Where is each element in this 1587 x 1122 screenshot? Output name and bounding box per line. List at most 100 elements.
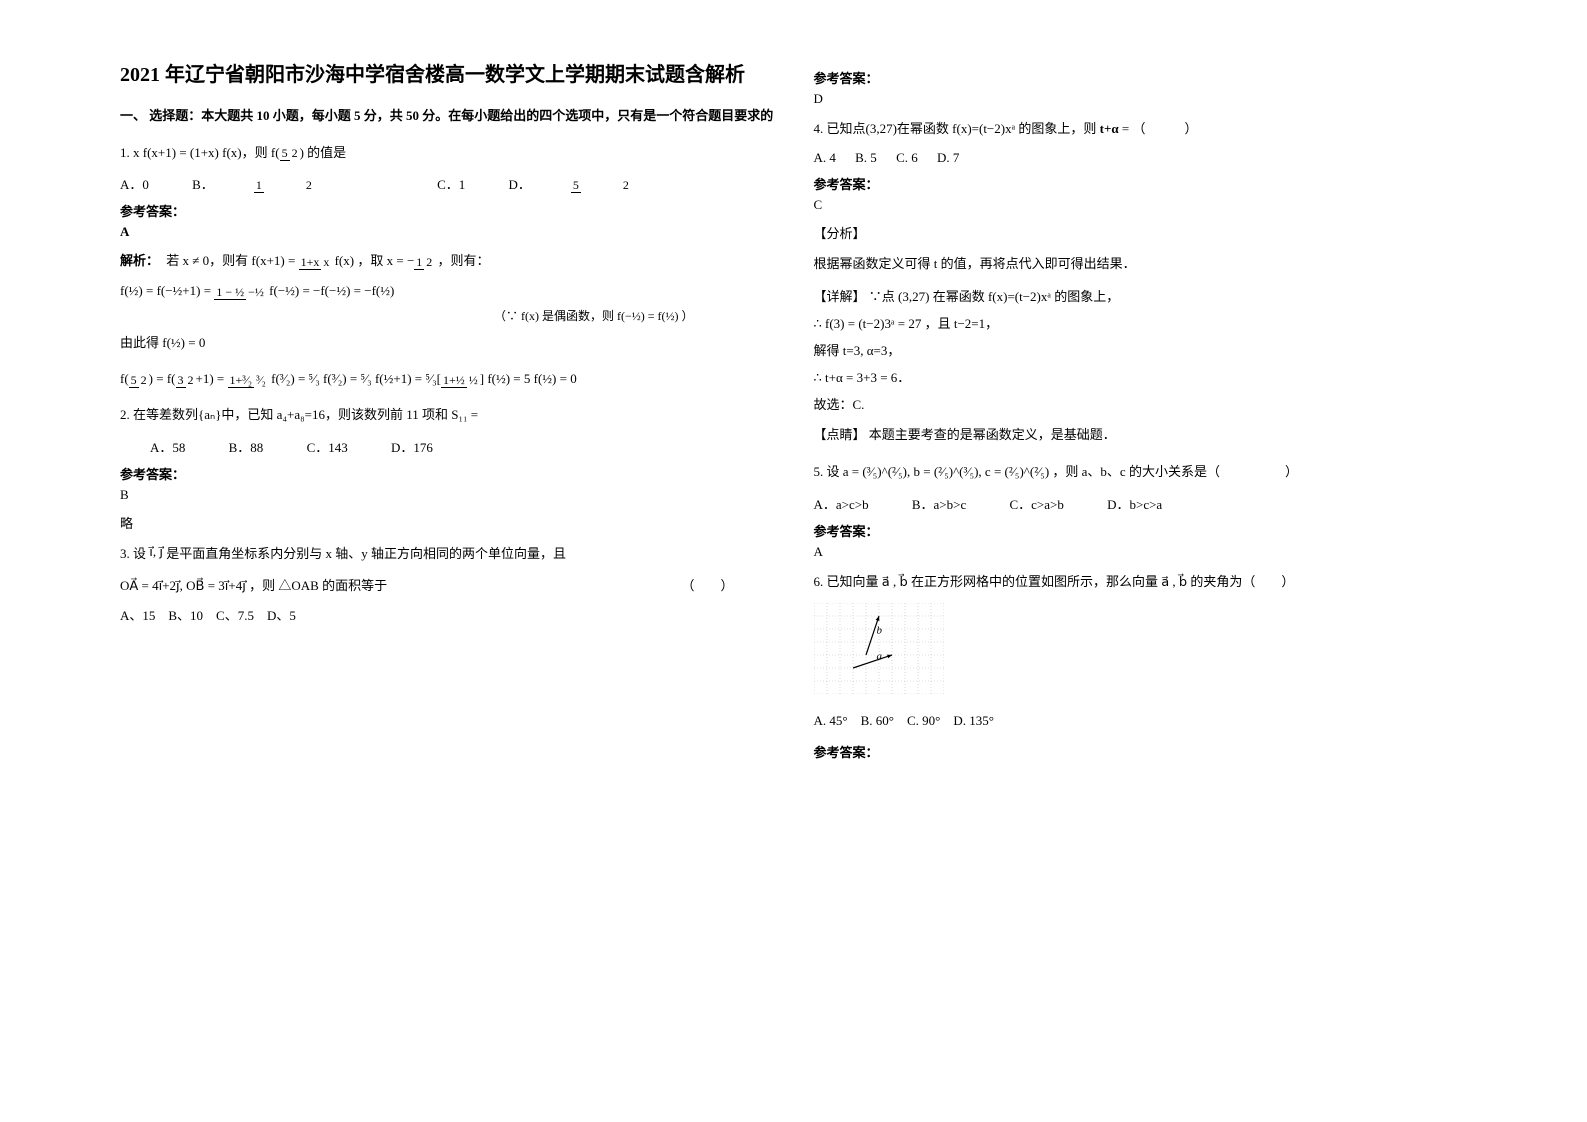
q1-answer: A <box>120 224 774 240</box>
hint-tag: 【点睛】 <box>814 427 866 442</box>
q4-ta: t+α <box>1100 121 1119 136</box>
frac-den: 2 <box>139 373 149 387</box>
d-text: (3,27) <box>898 289 929 304</box>
frac-num: 1+³⁄₂ <box>228 373 255 388</box>
q1-opt-a: A．0 <box>120 174 149 193</box>
q4-text: = （ ） <box>1122 121 1198 136</box>
exp-text: f(x+1) = <box>251 253 298 268</box>
frac-num: 1 <box>414 255 424 270</box>
q4-d4: ∴ t+α = 3+3 = 6． <box>814 367 1468 386</box>
exp-text: ，取 <box>357 253 383 268</box>
q4-analysis: 根据幂函数定义可得 t 的值，再将点代入即可得出结果． <box>814 252 1468 275</box>
q5-eq: a = (³⁄₅)^(²⁄₅), b = (²⁄₅)^(³⁄₅), c = (²… <box>843 464 1049 479</box>
q5-opt-a: A．a>c>b <box>814 494 869 513</box>
frac-num: 1+x <box>299 255 322 270</box>
q1-exp-2: f(½) = f(−½+1) = 1 − ½−½ f(−½) = −f(−½) … <box>120 283 774 299</box>
q1-f52: f(52) <box>271 145 304 160</box>
q5-text: ，则 a、b、c 的大小关系是（ ） <box>1052 464 1298 479</box>
q5-text: 5. 设 <box>814 464 840 479</box>
frac-num: 1+½ <box>441 373 467 388</box>
q1-options: A．0 B．12 C．1 D．52 <box>120 174 774 193</box>
exp-text: f(½) = f(−½+1) = <box>120 283 214 298</box>
q3-eq-line: OA⃗ = 4i⃗+2j⃗, OB⃗ = 3i⃗+4j⃗ ，则 △OAB 的面积… <box>120 575 774 594</box>
svg-text:a: a <box>876 650 882 662</box>
q2-opt-b: B．88 <box>229 437 264 456</box>
frac-den: −½ <box>246 285 266 299</box>
d-text: f(x)=(t−2)xᵃ <box>988 289 1051 304</box>
svg-text:b: b <box>876 624 882 636</box>
page-title: 2021 年辽宁省朝阳市沙海中学宿舍楼高一数学文上学期期末试题含解析 <box>120 60 774 90</box>
q3-vec: i⃗, j⃗ <box>149 544 163 559</box>
d-text: ∴ f(3) = (t−2)3ᵃ = 27 <box>814 316 922 331</box>
analysis-tag: 【分析】 <box>814 223 1468 242</box>
q3-eq: OA⃗ = 4i⃗+2j⃗, OB⃗ = 3i⃗+4j⃗ <box>120 578 246 593</box>
frac-num: 1 − ½ <box>214 285 246 300</box>
optD-label: D． <box>508 174 530 193</box>
frac-den: x <box>321 255 331 269</box>
d-text: ，且 t−2=1， <box>925 316 999 331</box>
q1-stem-pre: 1. x f(x+1) = (1+x) f(x)，则 <box>120 145 271 160</box>
q3-text: 是平面直角坐标系内分别与 x 轴、y 轴正方向相同的两个单位向量，且 <box>166 546 566 561</box>
q3-answer: D <box>814 91 1468 107</box>
q2-opt-c: C．143 <box>307 437 348 456</box>
frac-den: 2 <box>621 179 631 192</box>
frac-num: 3 <box>176 373 186 388</box>
q6-options: A. 45° B. 60° C. 90° D. 135° <box>814 709 1468 732</box>
exp-text: f(−½) = −f(−½) = −f(½) <box>266 283 394 298</box>
answer-label: 参考答案： <box>814 174 1468 193</box>
q5-opt-b: B．a>b>c <box>912 494 966 513</box>
q4-d2: ∴ f(3) = (t−2)3ᵃ = 27 ，且 t−2=1， <box>814 313 1468 332</box>
paren-text2: ） <box>678 309 693 323</box>
exp-text: f(x) <box>331 253 354 268</box>
q1-exp-paren: （∵ f(x) 是偶函数，则 f(−½) = f(½) ） <box>120 307 774 324</box>
q5-opt-d: D．b>c>a <box>1107 494 1162 513</box>
question-1: 1. x f(x+1) = (1+x) f(x)，则 f(52) 的值是 <box>120 141 774 164</box>
q3-text: ，则 △OAB 的面积等于 <box>249 578 387 593</box>
q1-exp-long: f(52) = f(32+1) = 1+³⁄₂³⁄₂ f(³⁄₂) = ⁵⁄₃ … <box>120 371 774 387</box>
frac-num: 5 <box>280 146 290 161</box>
frac-den: 2 <box>424 255 434 269</box>
exp-text: ，则有： <box>438 253 490 268</box>
q1-ans-val: A <box>120 224 129 239</box>
question-2: 2. 在等差数列{aₙ}中，已知 a₄+a₈=16，则该数列前 11 项和 S₁… <box>120 403 774 426</box>
q1-exp-1: 解析： 若 x ≠ 0，则有 f(x+1) = 1+xx f(x) ，取 x =… <box>120 250 774 269</box>
d-text: ∵点 <box>869 289 895 304</box>
exp-text: f( <box>120 371 129 386</box>
answer-label: 参考答案： <box>814 742 1468 761</box>
q4-d5: 故选：C. <box>814 394 1468 413</box>
answer-label: 参考答案： <box>814 521 1468 540</box>
q3-text: 3. 设 <box>120 546 146 561</box>
d-text: 的图象上， <box>1054 289 1119 304</box>
frac-den: 2 <box>186 373 196 387</box>
question-5: 5. 设 a = (³⁄₅)^(²⁄₅), b = (²⁄₅)^(³⁄₅), c… <box>814 460 1468 483</box>
exp-text: ⁵⁄₃ <box>360 371 371 386</box>
q4-answer: C <box>814 197 1468 213</box>
q5-answer: A <box>814 544 1468 560</box>
hint-text: 本题主要考查的是幂函数定义，是基础题． <box>869 427 1116 442</box>
q1-exp-3: 由此得 f(½) = 0 <box>120 332 774 351</box>
question-6: 6. 已知向量 a⃗ , b⃗ 在正方形网格中的位置如图所示，那么向量 a⃗ ,… <box>814 570 1468 593</box>
exp-text: ] f(½) = 5 f(½) = 0 <box>480 371 577 386</box>
question-4: 4. 已知点(3,27)在幂函数 f(x)=(t−2)xᵃ 的图象上，则 t+α… <box>814 117 1468 140</box>
exp-text: 由此得 <box>120 335 159 350</box>
optB-label: B． <box>192 174 214 193</box>
frac-num: 5 <box>129 373 139 388</box>
detail-tag: 【详解】 ∵点 (3,27) 在幂函数 f(x)=(t−2)xᵃ 的图象上， <box>814 286 1468 305</box>
paren-eq: f(−½) = f(½) <box>617 309 679 323</box>
q4-opt-a: A. 4 <box>814 150 836 166</box>
q5-opt-c: C．c>a>b <box>1009 494 1063 513</box>
q1-stem-post: 的值是 <box>307 145 346 160</box>
exp-text: ⁵⁄₃ <box>309 371 320 386</box>
q4-opt-b: B. 5 <box>855 150 877 166</box>
q4-d3: 解得 t=3, α=3， <box>814 340 1468 359</box>
q2-answer: B <box>120 487 774 503</box>
tag-text: 【详解】 <box>814 289 866 304</box>
answer-label: 参考答案： <box>120 464 774 483</box>
exp-text: +1) = <box>196 371 228 386</box>
q6-grid-figure: ab <box>814 603 1468 699</box>
frac-den: ½ <box>467 373 480 387</box>
q1-opt-c: C．1 <box>437 174 465 193</box>
exp-text: 若 x ≠ 0，则有 <box>166 253 248 268</box>
frac-den: ³⁄₂ <box>254 373 268 387</box>
q2-opt-a: A．58 <box>150 437 185 456</box>
